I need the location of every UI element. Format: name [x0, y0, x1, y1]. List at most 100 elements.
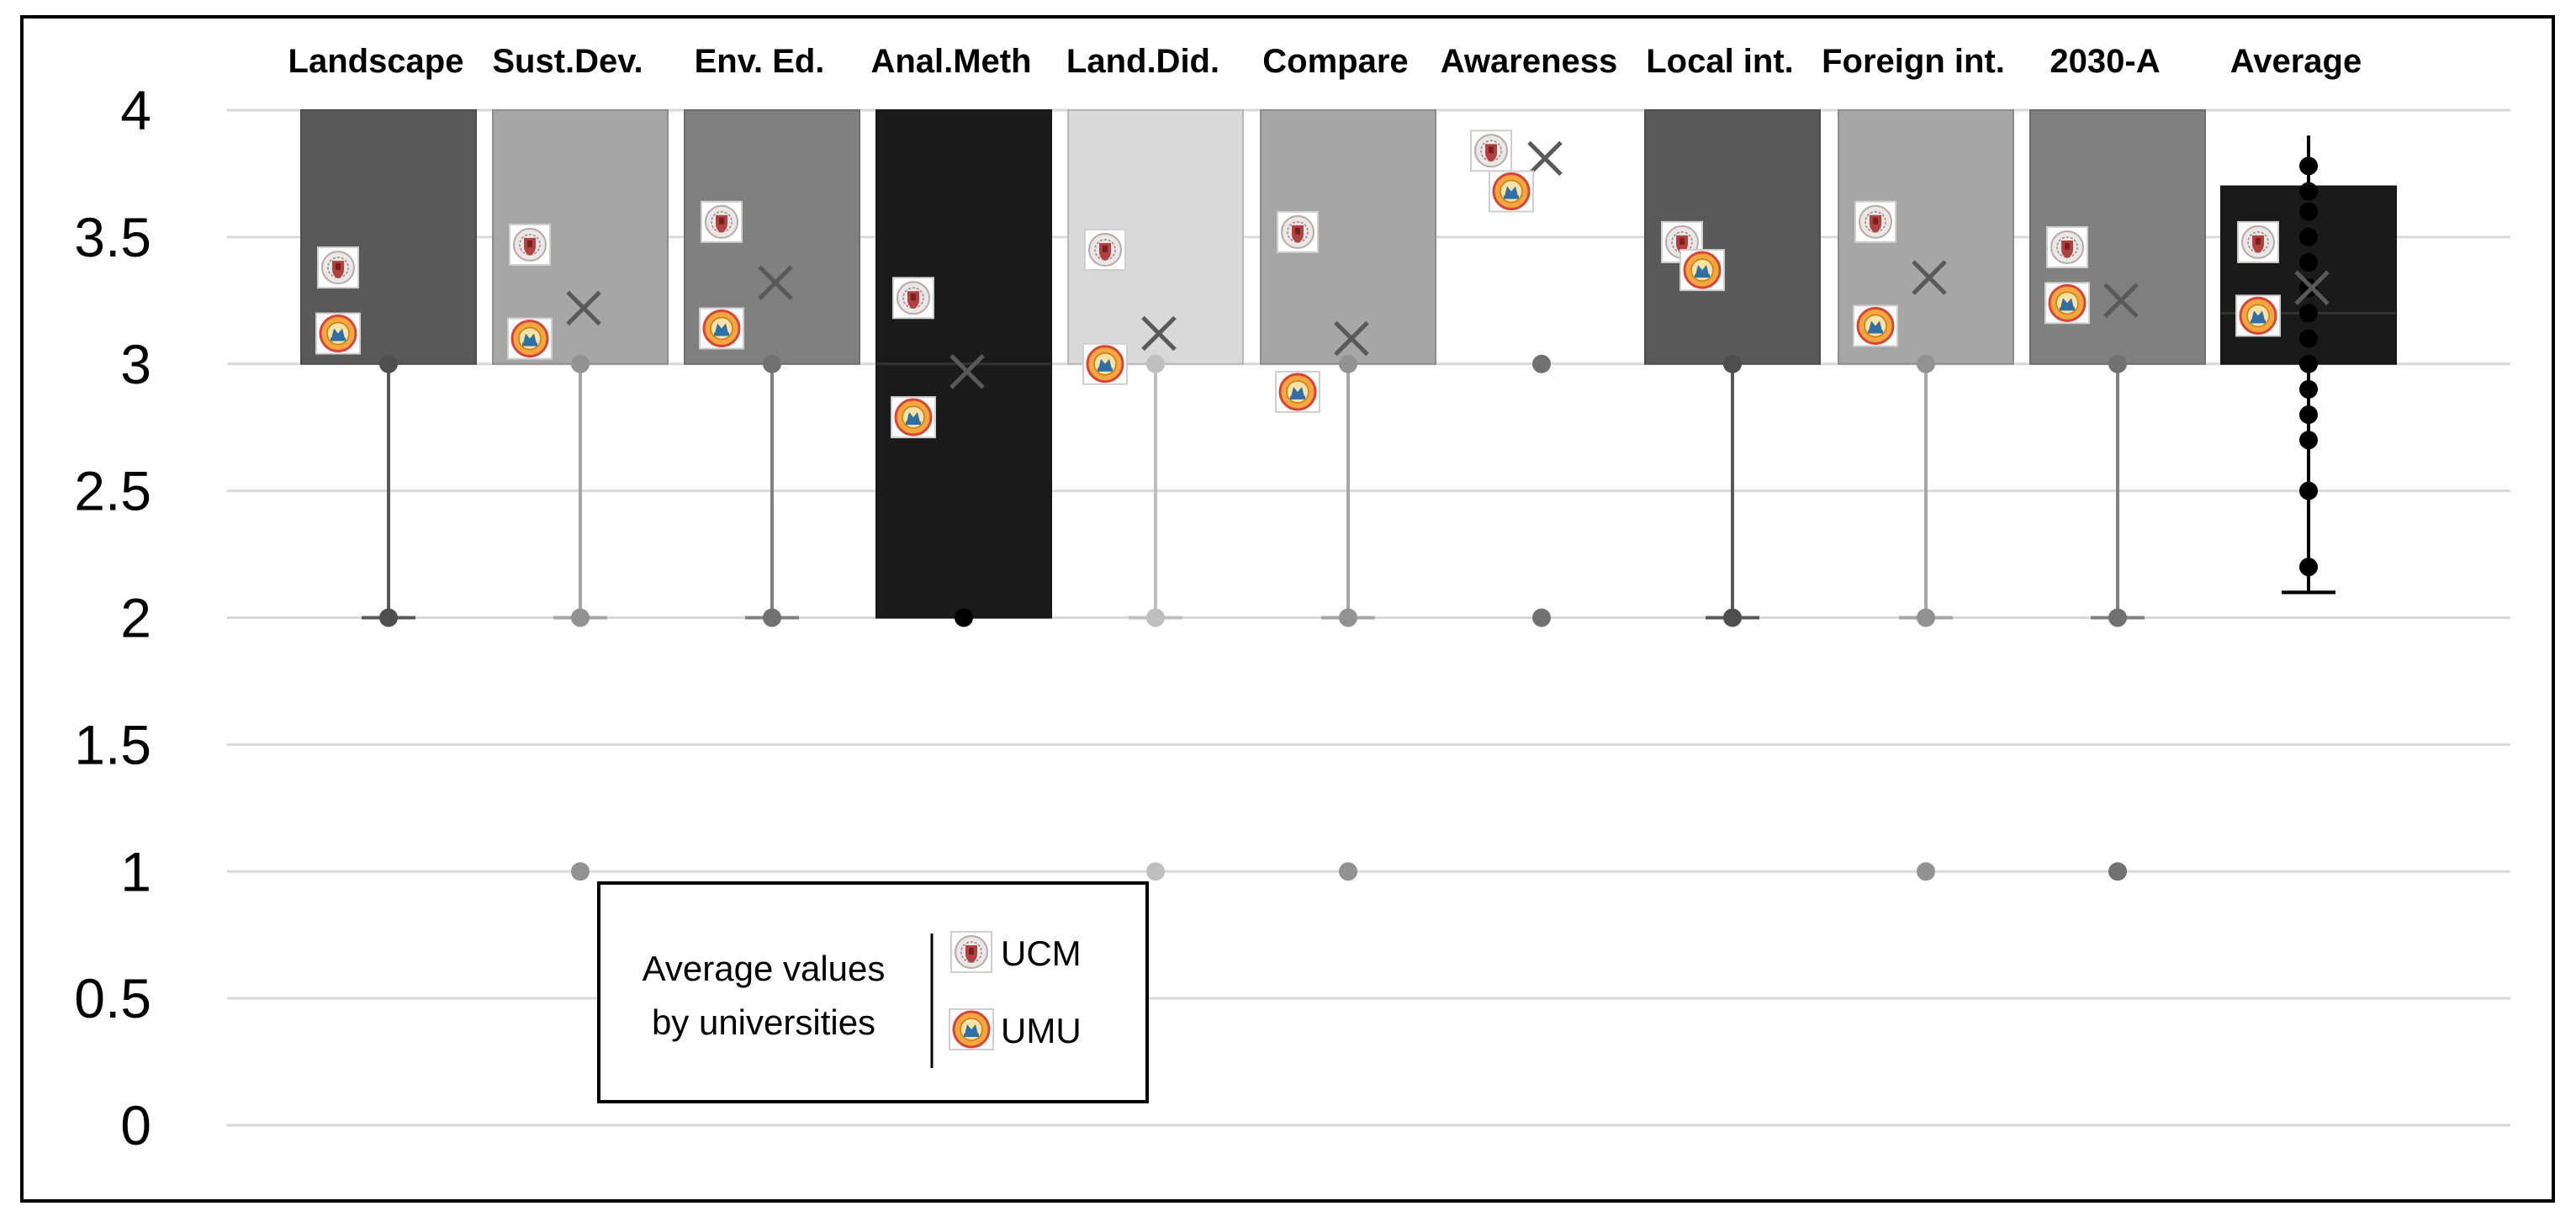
data-point [2299, 182, 2318, 201]
y-tick-label: 3 [120, 333, 151, 395]
outlier-point [1339, 862, 1357, 881]
mean-marker [2294, 270, 2330, 305]
box-series [1644, 109, 1821, 627]
umu-marker [2235, 294, 2282, 337]
mean-marker [2103, 283, 2139, 319]
mean-marker [1718, 219, 1753, 255]
data-point [763, 608, 781, 627]
category-label: Land.Did. [1066, 43, 1219, 80]
data-point [2108, 354, 2127, 373]
y-tick-label: 4 [120, 79, 151, 141]
umu-marker [1082, 342, 1129, 386]
data-point [1146, 354, 1165, 373]
category-label: Landscape [288, 43, 464, 80]
ucm-marker [701, 200, 743, 243]
legend-title-line1: Average values [643, 949, 886, 988]
box-series [492, 109, 669, 881]
y-tick-label: 0.5 [74, 967, 151, 1029]
y-tick-label: 0 [120, 1094, 151, 1156]
box-series [1260, 109, 1436, 881]
category-label: Anal.Meth [870, 43, 1031, 80]
data-point [2299, 405, 2318, 425]
data-point [2299, 304, 2318, 323]
data-point [571, 354, 590, 373]
mean-marker [1912, 260, 1947, 295]
data-point [379, 354, 398, 373]
legend-entry-label: UMU [1001, 1011, 1082, 1050]
ucm-marker [1084, 228, 1126, 271]
umu-marker [2044, 281, 2091, 325]
box-series [2029, 109, 2206, 881]
category-label: Local int. [1646, 43, 1794, 80]
box-series [1838, 109, 2014, 881]
data-point [379, 608, 398, 627]
data-point [2299, 278, 2318, 298]
umu-marker [506, 317, 553, 361]
category-label: Foreign int. [1822, 43, 2005, 80]
legend-entry-label: UCM [1001, 933, 1082, 973]
data-point [763, 354, 781, 373]
category-label: Average [2230, 43, 2362, 80]
data-point [2299, 379, 2318, 399]
legend-box [597, 881, 1149, 1103]
ucm-marker [2237, 220, 2279, 263]
category-label: Awareness [1441, 43, 1618, 80]
data-point [1917, 354, 1935, 373]
legend-title-line2: by universities [652, 1002, 875, 1042]
category-label: Sust.Dev. [492, 43, 643, 80]
box-series [875, 109, 1052, 627]
box-series [1067, 109, 1244, 881]
y-tick-label: 2 [120, 587, 151, 649]
box-series [300, 109, 477, 627]
ucm-marker [1470, 130, 1512, 172]
category-label: 2030-A [2050, 43, 2160, 80]
y-tick-label: 3.5 [74, 206, 151, 268]
data-point [2299, 156, 2318, 176]
outlier-point [1917, 862, 1935, 881]
outlier-point [1532, 354, 1551, 373]
box-layer [300, 109, 2397, 881]
outlier-point [1146, 862, 1165, 881]
box-series [2220, 135, 2397, 595]
category-label: Compare [1262, 43, 1408, 80]
data-point [955, 608, 973, 627]
category-labels: Landscape Sust.Dev. Env. Ed. Anal.Meth Land.… [288, 43, 2362, 80]
ucm-seal-icon [950, 931, 992, 973]
data-point [2299, 253, 2318, 272]
outlier-point [571, 862, 590, 881]
mean-marker [1141, 315, 1177, 352]
box-series [1470, 130, 1563, 627]
category-label: Env. Ed. [695, 43, 825, 80]
umu-marker [1852, 304, 1899, 347]
data-point [1339, 354, 1357, 373]
y-tick-label: 1.5 [74, 713, 151, 775]
ucm-marker [1854, 200, 1896, 243]
umu-marker [1488, 170, 1535, 214]
data-point [571, 608, 590, 627]
data-point [2299, 354, 2318, 373]
ucm-marker [2046, 225, 2088, 268]
outlier-point [1532, 608, 1551, 627]
y-tick-label: 2.5 [74, 460, 151, 522]
mean-marker [1334, 320, 1369, 357]
umu-marker [315, 312, 362, 356]
data-point [2108, 608, 2127, 627]
mean-marker [374, 303, 410, 339]
umu-marker [1274, 370, 1321, 414]
mean-marker [566, 290, 601, 326]
data-point [2299, 329, 2318, 348]
y-tick-label: 1 [120, 840, 151, 902]
umu-marker [890, 395, 937, 439]
data-point [1723, 354, 1742, 373]
data-point [2299, 558, 2318, 577]
mean-marker [758, 265, 793, 300]
ucm-marker [317, 246, 359, 289]
umu-seal-icon [948, 1008, 995, 1051]
ucm-marker [509, 223, 551, 266]
box-rect [1260, 109, 1436, 365]
data-point [1146, 608, 1165, 627]
data-point [2299, 431, 2318, 450]
umu-marker [698, 307, 745, 351]
